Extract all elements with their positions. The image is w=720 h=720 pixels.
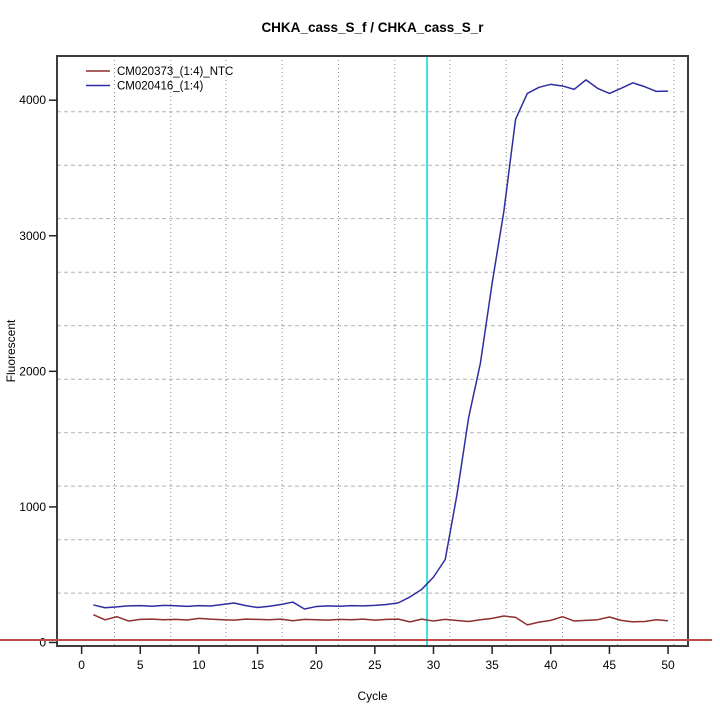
y-tick-label: 0 (39, 635, 46, 649)
legend-label: CM020416_(1:4) (117, 81, 203, 93)
x-tick-label: 5 (137, 658, 144, 672)
series-line-1 (93, 79, 669, 610)
y-tick-label: 2000 (19, 364, 46, 378)
y-tick-label: 3000 (19, 229, 46, 243)
x-tick-label: 25 (368, 658, 382, 672)
legend: CM020373_(1:4)_NTC CM020416_(1:4) (86, 66, 233, 93)
x-tick-label: 35 (485, 658, 499, 672)
x-tick-label: 15 (251, 658, 265, 672)
legend-label: CM020373_(1:4)_NTC (117, 66, 233, 78)
x-tick-label: 45 (603, 658, 617, 672)
x-tick-label: 20 (310, 658, 324, 672)
x-tick-label: 10 (192, 658, 206, 672)
x-tick-label: 30 (427, 658, 441, 672)
series-line-0 (93, 613, 669, 626)
y-tick-label: 1000 (19, 500, 46, 514)
x-tick-label: 0 (78, 658, 85, 672)
chart-title: CHKA_cass_S_f / CHKA_cass_S_r (261, 20, 484, 35)
y-tick-label: 4000 (19, 93, 46, 107)
plot-box (56, 55, 689, 647)
x-axis-label: Cycle (357, 689, 387, 703)
axis-layer: 0 1000 2000 3000 4000 0 5 10 15 20 25 30 35 40 45 50 (19, 55, 689, 672)
x-tick-label: 50 (661, 658, 675, 672)
y-axis-label: Fluorescent (4, 319, 18, 382)
grid-layer (57, 56, 688, 646)
series-layer (0, 79, 712, 642)
x-tick-label: 40 (544, 658, 558, 672)
